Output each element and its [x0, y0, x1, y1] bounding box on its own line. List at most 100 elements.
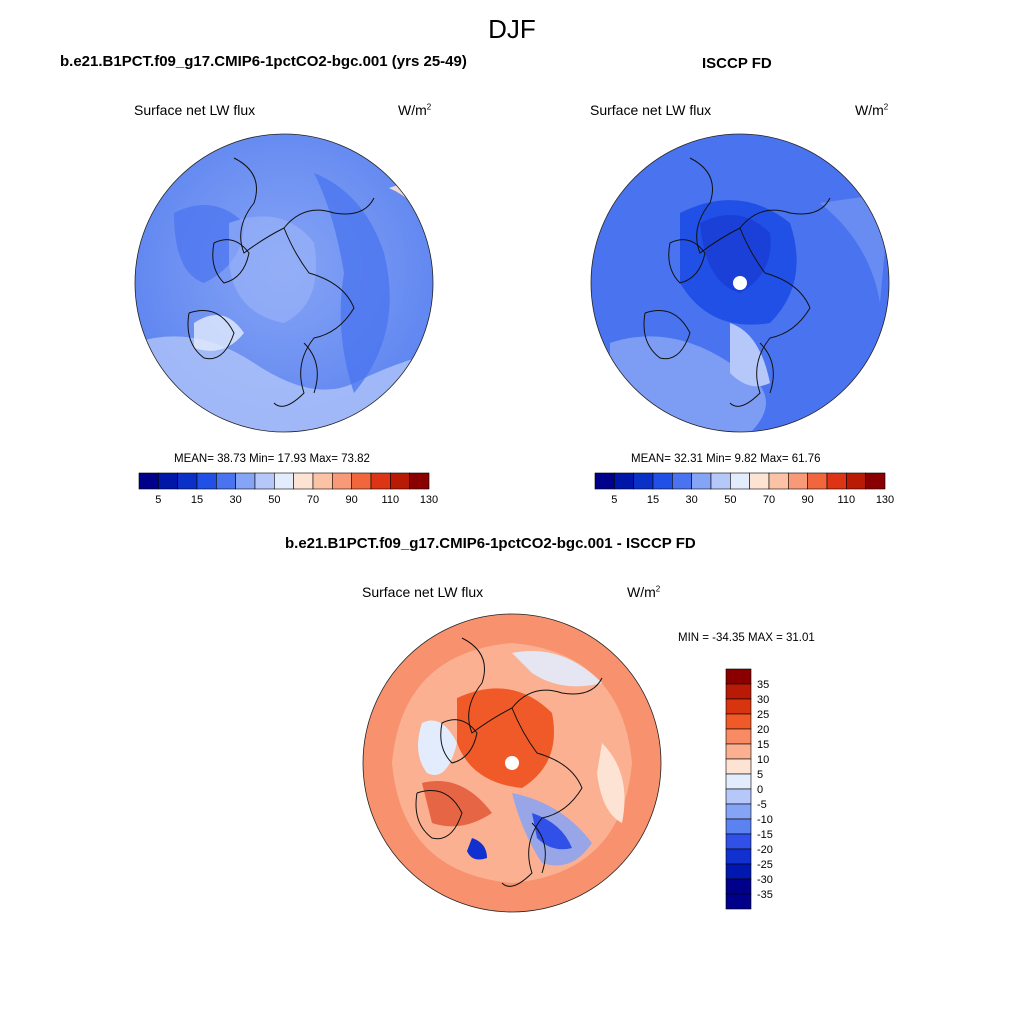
- colorbar-swatch: [725, 668, 752, 685]
- colorbar-swatch: [725, 863, 752, 880]
- colorbar-swatch: [652, 472, 673, 490]
- colorbar-swatch: [725, 743, 752, 760]
- colorbar-tick-label: 130: [420, 494, 438, 506]
- panel3-field-patch: [457, 688, 554, 788]
- colorbar-tick-label: 110: [838, 494, 856, 506]
- colorbar-swatch: [725, 848, 752, 865]
- panel3-field-patch: [467, 838, 487, 860]
- colorbar-tick-label: 130: [876, 494, 894, 506]
- colorbar-tick-label: 30: [686, 494, 698, 506]
- panel1-field-patch: [229, 216, 316, 323]
- colorbar-swatch: [312, 472, 333, 490]
- panel2-polar-map: [590, 133, 890, 433]
- colorbar-tick-label: -25: [757, 859, 773, 871]
- colorbar-swatch: [725, 803, 752, 820]
- panel3-field-patch: [512, 651, 602, 687]
- colorbar-tick-label: 5: [757, 769, 763, 781]
- panel2-stats: MEAN= 32.31 Min= 9.82 Max= 61.76: [631, 453, 821, 465]
- colorbar-swatch: [807, 472, 828, 490]
- colorbar-swatch: [749, 472, 770, 490]
- colorbar-swatch: [725, 728, 752, 745]
- colorbar-tick-label: -20: [757, 844, 773, 856]
- colorbar-swatch: [409, 472, 430, 490]
- panel3-units-label: W/m2: [627, 584, 661, 600]
- panel3-field-patch: [532, 813, 572, 850]
- colorbar-swatch: [138, 472, 159, 490]
- panel1-title: b.e21.B1PCT.f09_g17.CMIP6-1pctCO2-bgc.00…: [60, 53, 467, 70]
- colorbar-swatch: [370, 472, 391, 490]
- colorbar-swatch: [633, 472, 654, 490]
- panel2-coastlines: [643, 157, 831, 407]
- colorbar-swatch: [730, 472, 750, 490]
- colorbar-swatch: [725, 878, 752, 895]
- panel1-polar-map: [134, 133, 434, 433]
- colorbar-swatch: [725, 683, 752, 700]
- panel2-units-label: W/m2: [855, 102, 889, 118]
- colorbar-swatch: [710, 472, 731, 490]
- panel1-field-patch: [314, 173, 390, 393]
- colorbar-tick-label: 50: [724, 494, 736, 506]
- colorbar-tick-label: 30: [757, 694, 769, 706]
- colorbar-swatch: [725, 698, 752, 715]
- colorbar-swatch: [274, 472, 294, 490]
- colorbar-tick-label: 70: [307, 494, 319, 506]
- colorbar-swatch: [594, 472, 615, 490]
- panel2-variable-label: Surface net LW flux: [590, 102, 712, 118]
- colorbar-swatch: [725, 893, 752, 910]
- panel3-title: b.e21.B1PCT.f09_g17.CMIP6-1pctCO2-bgc.00…: [285, 535, 696, 552]
- figure-title: DJF: [488, 14, 536, 44]
- panel2-field-patch: [700, 215, 771, 293]
- colorbar-swatch: [846, 472, 866, 490]
- panel2-pole-hole: [733, 276, 747, 290]
- colorbar-tick-label: 25: [757, 709, 769, 721]
- panel3-field-patch: [422, 781, 492, 827]
- panel2-title: ISCCP FD: [702, 55, 772, 72]
- panel3-stats: MIN = -34.35 MAX = 31.01: [678, 632, 815, 644]
- colorbar-tick-label: 30: [230, 494, 242, 506]
- colorbar-swatch: [351, 472, 372, 490]
- colorbar-swatch: [390, 472, 410, 490]
- colorbar-swatch: [826, 472, 847, 490]
- panel2-field-patch: [730, 323, 770, 387]
- colorbar-tick-label: -10: [757, 814, 773, 826]
- colorbar-tick-label: 5: [611, 494, 617, 506]
- panel1-variable-label: Surface net LW flux: [134, 102, 256, 118]
- colorbar-tick-label: 0: [757, 784, 763, 796]
- panel1-coastlines: [187, 157, 375, 407]
- colorbar-tick-label: 15: [191, 494, 203, 506]
- panel2-field-patch: [820, 193, 889, 303]
- panel1-map-border: [134, 133, 434, 433]
- panel1-units-label: W/m2: [398, 102, 432, 118]
- colorbar-swatch: [293, 472, 314, 490]
- panel2-map-border: [590, 133, 890, 433]
- colorbar-tick-label: 15: [757, 739, 769, 751]
- panel1-field-patch: [135, 336, 433, 432]
- colorbar-swatch: [177, 472, 198, 490]
- panel3-variable-label: Surface net LW flux: [362, 584, 484, 600]
- colorbar-swatch: [788, 472, 808, 490]
- colorbar-swatch: [332, 472, 352, 490]
- panel3-pole-hole: [505, 756, 519, 770]
- colorbar-swatch: [725, 713, 752, 730]
- colorbar-tick-label: 10: [757, 754, 769, 766]
- colorbar-tick-label: 35: [757, 679, 769, 691]
- colorbar-swatch: [235, 472, 256, 490]
- panel1-colorbar: 5 15 30 50 70 90 110 130: [138, 472, 438, 506]
- colorbar-tick-label: -5: [757, 799, 767, 811]
- colorbar-tick-label: 70: [763, 494, 775, 506]
- colorbar-swatch: [254, 472, 275, 490]
- colorbar-tick-label: 15: [647, 494, 659, 506]
- panel1-field-patch: [194, 315, 244, 351]
- colorbar-tick-label: -15: [757, 829, 773, 841]
- colorbar-swatch: [768, 472, 789, 490]
- panel3-map-border: [362, 613, 662, 913]
- colorbar-swatch: [196, 472, 217, 490]
- colorbar-swatch: [614, 472, 634, 490]
- colorbar-swatch: [725, 833, 752, 850]
- panel1-stats: MEAN= 38.73 Min= 17.93 Max= 73.82: [174, 453, 370, 465]
- panel3-coastlines: [415, 637, 603, 887]
- colorbar-tick-label: -30: [757, 874, 773, 886]
- colorbar-tick-label: 90: [802, 494, 814, 506]
- panel3-polar-map: [362, 613, 662, 913]
- colorbar-swatch: [725, 758, 752, 775]
